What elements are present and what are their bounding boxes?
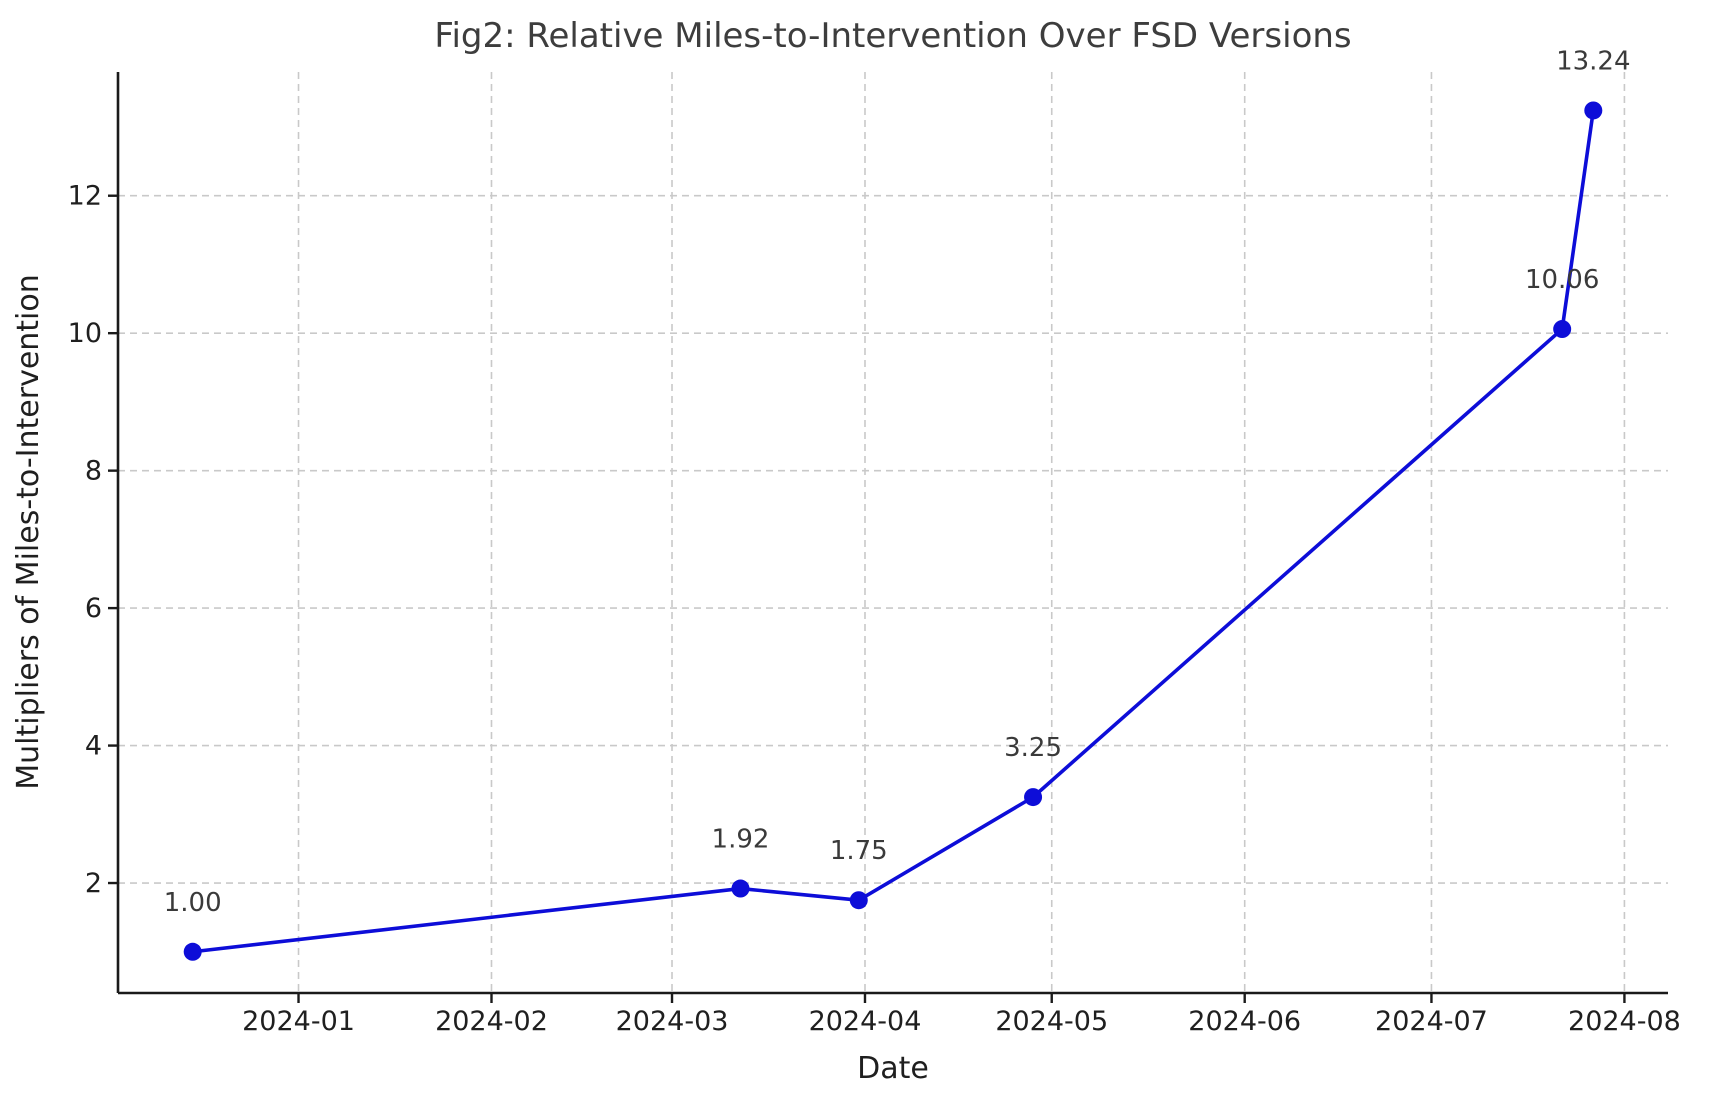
data-point-label: 10.06 bbox=[1525, 265, 1599, 295]
data-point bbox=[731, 879, 750, 898]
data-series-layer bbox=[183, 101, 1603, 961]
y-axis-label: Multipliers of Miles-to-Intervention bbox=[11, 274, 46, 790]
y-tick-label: 2 bbox=[85, 868, 102, 899]
y-tick-label: 4 bbox=[85, 731, 102, 762]
data-point-label: 3.25 bbox=[1004, 733, 1062, 763]
chart-title: Fig2: Relative Miles-to-Intervention Ove… bbox=[434, 16, 1351, 56]
data-point-label: 13.24 bbox=[1556, 46, 1630, 76]
x-tick-label: 2024-06 bbox=[1188, 1006, 1301, 1037]
annotation-layer: 1.00 1.92 1.75 3.25 10.06 13.24 bbox=[164, 46, 1631, 917]
x-tick-label: 2024-08 bbox=[1568, 1006, 1681, 1037]
data-point-label: 1.75 bbox=[830, 836, 888, 866]
x-tick-label: 2024-01 bbox=[242, 1006, 355, 1037]
data-point bbox=[1553, 320, 1572, 339]
x-tick-label: 2024-05 bbox=[995, 1006, 1108, 1037]
data-point bbox=[1584, 101, 1603, 120]
data-point bbox=[1024, 788, 1043, 807]
grid-layer bbox=[118, 72, 1668, 993]
data-point-label: 1.92 bbox=[712, 825, 770, 855]
data-point-label: 1.00 bbox=[164, 888, 222, 918]
x-tick-label: 2024-02 bbox=[435, 1006, 548, 1037]
series-line bbox=[190, 108, 1596, 954]
x-tick-label: 2024-07 bbox=[1375, 1006, 1488, 1037]
y-tick-label: 6 bbox=[85, 593, 102, 624]
x-axis-label: Date bbox=[857, 1051, 929, 1086]
y-tick-label: 12 bbox=[68, 181, 102, 212]
data-point bbox=[183, 942, 202, 961]
y-tick-label: 8 bbox=[85, 456, 102, 487]
y-tick-label: 10 bbox=[68, 318, 102, 349]
x-tick-label: 2024-03 bbox=[616, 1006, 729, 1037]
axis-layer: 2024-01 2024-02 2024-03 2024-04 2024-05 2024-… bbox=[68, 72, 1681, 1037]
data-point bbox=[849, 891, 868, 910]
x-tick-label: 2024-04 bbox=[809, 1006, 922, 1037]
